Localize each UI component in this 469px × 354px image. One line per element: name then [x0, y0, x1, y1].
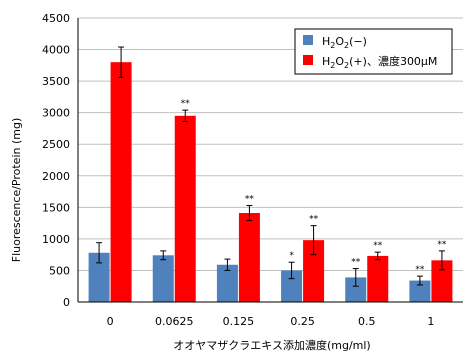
legend-label-part: H	[322, 35, 330, 48]
legend-label-part: 2	[330, 41, 335, 50]
legend-box	[294, 28, 453, 75]
bar	[216, 264, 238, 302]
bar	[174, 115, 196, 302]
y-tick-label: 1000	[42, 233, 70, 246]
significance-mark: **	[245, 194, 255, 204]
legend-label: H2O2(−)	[322, 35, 367, 50]
bar	[409, 280, 431, 302]
legend-label-part: H	[322, 55, 330, 68]
y-tick-label: 4000	[42, 44, 70, 57]
x-tick-label: 0.25	[290, 315, 315, 328]
y-tick-label: 1500	[42, 201, 70, 214]
significance-mark: **	[181, 99, 191, 109]
legend-label-part: (−)	[349, 35, 367, 48]
legend-label-part: 2	[330, 61, 335, 70]
significance-mark: **	[437, 240, 447, 250]
y-tick-label: 0	[63, 296, 70, 309]
bar	[110, 62, 132, 302]
significance-mark: **	[415, 265, 425, 275]
x-tick-label: 0.0625	[155, 315, 194, 328]
x-axis-title: オオヤマザクラエキス添加濃度(mg/ml)	[173, 338, 370, 352]
legend-label-part: O	[335, 35, 344, 48]
legend-label-part: 2	[344, 61, 349, 70]
y-tick-label: 3000	[42, 107, 70, 120]
x-tick-label: 0.125	[223, 315, 255, 328]
legend-label-part: (+)、濃度300μM	[349, 54, 437, 68]
x-tick-label: 1	[427, 315, 434, 328]
x-tick-label: 0.5	[358, 315, 376, 328]
y-tick-label: 500	[49, 264, 70, 277]
y-axis-ticks: 0 500 1000 1500 2000 2500 3000 3500 4000 4500	[42, 12, 70, 309]
legend-label: H2O2(+)、濃度300μM	[322, 54, 437, 70]
y-tick-label: 2000	[42, 170, 70, 183]
legend-label-part: O	[335, 55, 344, 68]
legend: H2O2(−)H2O2(+)、濃度300μM	[294, 28, 453, 75]
bar	[281, 270, 303, 302]
significance-mark: *	[289, 251, 294, 261]
significance-mark: **	[373, 241, 383, 251]
legend-swatch	[303, 55, 313, 65]
y-tick-label: 3500	[42, 75, 70, 88]
y-tick-label: 4500	[42, 12, 70, 25]
x-axis-ticks: 0 0.0625 0.125 0.25 0.5 1	[107, 315, 435, 328]
significance-mark: **	[309, 215, 319, 225]
significance-mark: **	[351, 258, 361, 268]
significance-marks: ***************	[181, 99, 447, 275]
bar	[303, 240, 325, 302]
legend-swatch	[303, 35, 313, 45]
bar	[345, 277, 367, 302]
error-bars	[96, 46, 445, 287]
y-axis-title: Fluorescence/Protein (mg)	[10, 118, 23, 263]
bar	[88, 252, 110, 302]
bar	[152, 255, 174, 302]
gridlines	[78, 17, 463, 271]
x-tick-label: 0	[107, 315, 114, 328]
bar	[238, 213, 260, 302]
legend-label-part: 2	[344, 41, 349, 50]
bars	[88, 62, 453, 302]
bar	[431, 260, 453, 302]
y-tick-label: 2500	[42, 138, 70, 151]
bar	[367, 255, 389, 302]
